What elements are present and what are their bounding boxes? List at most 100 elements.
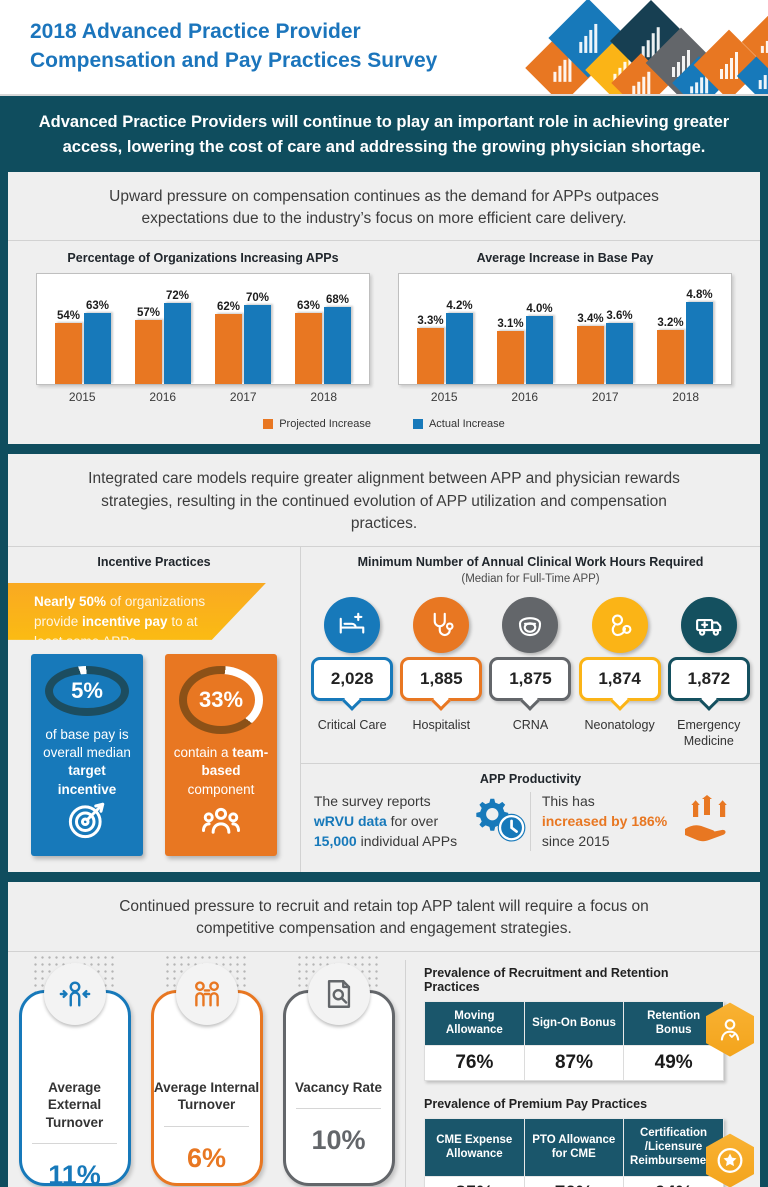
app-productivity: The survey reports wRVU data for over 15… bbox=[301, 792, 760, 869]
bar-value-label: 63% bbox=[296, 300, 321, 313]
bar-value-label: 72% bbox=[165, 290, 190, 303]
incentive-card: 33% contain a team-based component bbox=[165, 653, 277, 856]
chart-bar-group: 63% 68% bbox=[283, 274, 363, 385]
incentive-text-pre: of base pay is overall median bbox=[43, 726, 131, 761]
clinical-hours-title: Minimum Number of Annual Clinical Work H… bbox=[357, 554, 704, 569]
bar-charts: Percentage of Organizations Increasing A… bbox=[8, 241, 760, 406]
turnover-value: 11% bbox=[48, 1160, 101, 1187]
legend-item: Actual Increase bbox=[412, 418, 505, 430]
chart-bar-column: 3.4% bbox=[576, 313, 605, 385]
bar-value-label: 57% bbox=[136, 307, 161, 320]
clinical-hours-column: Minimum Number of Annual Clinical Work H… bbox=[301, 547, 760, 872]
table-value-cell: 64% bbox=[623, 1175, 724, 1187]
x-tick-label: 2017 bbox=[229, 390, 257, 405]
turnover-card: Average External Turnover 11% bbox=[18, 962, 131, 1187]
incentive-card-text: contain a team-based component bbox=[173, 744, 269, 799]
intro-banner: Advanced Practice Providers will continu… bbox=[8, 96, 760, 172]
bar bbox=[606, 323, 633, 385]
turnover-card: Average Internal Turnover 6% bbox=[150, 962, 263, 1186]
bar-chart: Percentage of Organizations Increasing A… bbox=[22, 251, 384, 404]
bar-value-label: 4.8% bbox=[686, 289, 713, 302]
chart-bar-column: 68% bbox=[323, 294, 352, 385]
turnover-label: Vacancy Rate bbox=[294, 1079, 383, 1095]
section2-heading: Integrated care models require greater a… bbox=[88, 470, 680, 533]
prevalence-table: CME Expense Allowance PTO Allowance for C… bbox=[424, 1117, 724, 1187]
callout-bold1: Nearly 50% bbox=[34, 593, 107, 609]
section-compensation: Upward pressure on compensation continue… bbox=[8, 171, 760, 445]
hours-value-bubble: 2,028 bbox=[311, 656, 394, 711]
hours-value-bubble: 1,872 bbox=[667, 656, 750, 711]
productivity-wrvu-stat: The survey reports wRVU data for over 15… bbox=[313, 792, 530, 851]
chart-bar-column: 3.3% bbox=[416, 315, 445, 385]
legend-swatch bbox=[263, 419, 274, 430]
page-title-line2: Compensation and Pay Practices Survey bbox=[30, 48, 438, 72]
chart-x-axis: 2015 2016 2017 2018 bbox=[36, 390, 370, 404]
anesthesia-mask-icon bbox=[502, 596, 559, 653]
turnover-card-wrap: Vacancy Rate 10% bbox=[282, 953, 395, 1187]
bar-value-label: 68% bbox=[325, 294, 350, 307]
chart-bar-column: 3.1% bbox=[496, 318, 525, 385]
turnover-cards: Average External Turnover 11% Average Inte… bbox=[8, 953, 405, 1187]
donut-value: 5% bbox=[53, 673, 121, 708]
legend-swatch bbox=[412, 419, 423, 430]
incentive-text-post: component bbox=[187, 781, 255, 797]
hours-value-bubble: 1,885 bbox=[400, 656, 483, 711]
incentive-practices-column: Incentive Practices Nearly 50% of organi… bbox=[8, 547, 300, 872]
divider bbox=[164, 1125, 249, 1127]
clinical-hours-item: 1,885 Hospitalist bbox=[397, 596, 485, 750]
clinical-hours-subtitle: (Median for Full-Time APP) bbox=[461, 572, 600, 585]
internal-turnover-icon bbox=[175, 962, 238, 1025]
chart-bar-column: 70% bbox=[243, 292, 272, 385]
content-frame: Advanced Practice Providers will continu… bbox=[0, 96, 768, 1187]
increase-post: since 2015 bbox=[541, 832, 610, 849]
page-title: 2018 Advanced Practice Provider Compensa… bbox=[0, 0, 437, 94]
section-incentives: Integrated care models require greater a… bbox=[8, 454, 760, 872]
specialty-label: Critical Care bbox=[317, 717, 387, 732]
incentive-text-bold: target incentive bbox=[57, 763, 117, 797]
vertical-divider bbox=[300, 546, 301, 872]
table-header-cell: CME Expense Allowance bbox=[424, 1117, 525, 1177]
gear-clock-icon bbox=[471, 793, 529, 850]
bar-value-label: 63% bbox=[85, 300, 110, 313]
bar-value-label: 3.2% bbox=[657, 317, 684, 330]
intro-banner-text: Advanced Practice Providers will continu… bbox=[38, 113, 730, 156]
bar bbox=[55, 323, 82, 385]
incentive-card-text: of base pay is overall median target inc… bbox=[39, 726, 135, 799]
divider bbox=[32, 1143, 117, 1145]
turnover-card-wrap: Average Internal Turnover 6% bbox=[150, 953, 263, 1187]
app-productivity-title: APP Productivity bbox=[479, 772, 582, 787]
hours-value-bubble: 1,875 bbox=[489, 656, 572, 711]
ambulance-icon bbox=[680, 596, 737, 653]
logo-diamond-pattern-icon bbox=[498, 0, 768, 94]
table-value-cell: 87% bbox=[523, 1044, 625, 1081]
page-title-line1: 2018 Advanced Practice Provider bbox=[30, 20, 361, 43]
chart-bar-column: 4.2% bbox=[445, 300, 474, 385]
prevalence-table-title: Prevalence of Recruitment and Retention … bbox=[424, 965, 669, 994]
wrvu-post: individual APPs bbox=[356, 832, 458, 849]
chart-bar-group: 54% 63% bbox=[43, 274, 123, 385]
team-icon bbox=[200, 799, 242, 846]
x-tick-label: 2016 bbox=[149, 390, 177, 405]
chart-bar-column: 4.0% bbox=[525, 303, 554, 385]
chart-legend: Projected Increase Actual Increase bbox=[8, 406, 760, 444]
table-value-cell: 70% bbox=[523, 1175, 625, 1187]
legend-item: Projected Increase bbox=[263, 418, 371, 430]
bar-value-label: 54% bbox=[56, 310, 81, 323]
person-heart-badge-icon bbox=[706, 1002, 754, 1057]
bar-value-label: 3.6% bbox=[606, 310, 633, 323]
specialty-label: Emergency Medicine bbox=[677, 717, 741, 749]
table-value-cell: 49% bbox=[623, 1044, 724, 1081]
stethoscope-icon bbox=[413, 596, 470, 653]
bar bbox=[417, 328, 444, 385]
divider bbox=[301, 763, 760, 765]
incentive-text-bold: team-based bbox=[201, 745, 269, 779]
productivity-increase-stat: This has increased by 186% since 2015 bbox=[531, 792, 748, 851]
prevalence-table-block: Prevalence of Premium Pay Practices CME E… bbox=[424, 1097, 754, 1187]
wrvu-count-highlight: 15,000 bbox=[313, 832, 357, 849]
productivity-wrvu-text: The survey reports wRVU data for over 15… bbox=[314, 792, 457, 851]
bar-value-label: 4.0% bbox=[526, 303, 553, 316]
divider bbox=[8, 240, 760, 242]
turnover-label: Average External Turnover bbox=[45, 1079, 104, 1130]
chart-title: Average Increase in Base Pay bbox=[476, 251, 654, 266]
clinical-hours-item: 1,875 CRNA bbox=[486, 596, 574, 750]
